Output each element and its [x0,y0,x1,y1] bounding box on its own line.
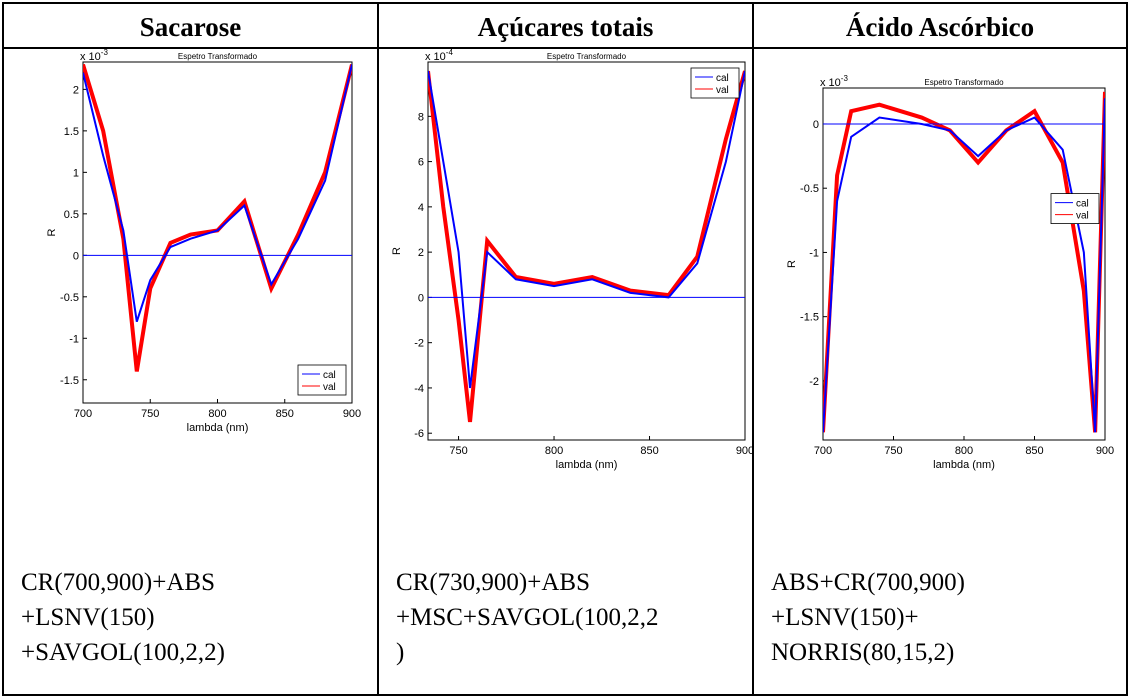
method-text: ) [396,639,404,666]
legend-label: cal [716,73,729,84]
y-tick-label: 4 [418,202,424,214]
y-tick-label: 0 [813,119,819,131]
x-tick-label: 750 [884,445,902,457]
plot-area [427,61,746,441]
exponent: x 10-3 [80,48,108,63]
x-tick-label: 800 [208,408,226,420]
y-tick-label: 1.5 [64,126,79,138]
y-tick-label: 8 [418,111,424,123]
plot-area [822,87,1106,441]
y-tick-label: -1.5 [800,312,819,324]
method-text: ABS+CR(700,900) [771,569,965,596]
x-tick-label: 850 [1025,445,1043,457]
legend-label: val [716,85,729,96]
chart-title: Espetro Transformado [547,52,627,61]
y-tick-label: -2 [809,376,819,388]
x-tick-label: 800 [545,445,563,457]
chart-title: Espetro Transformado [178,52,258,61]
legend-box [1050,193,1100,225]
x-tick-label: 900 [343,408,361,420]
x-tick-label: 900 [1096,445,1114,457]
y-tick-label: -1 [69,333,79,345]
method-text: CR(700,900)+ABS [21,569,215,596]
exponent: x 10-4 [425,48,453,63]
series-group [823,91,1105,433]
y-axis-label: R [46,228,58,236]
series-group [83,63,352,372]
exponent-power: -3 [841,74,849,83]
y-tick-label: 0 [418,292,424,304]
legend-box [690,67,740,99]
exponent-base: x 10 [425,51,446,63]
x-axis-label: lambda (nm) [187,422,249,434]
column-header: Sacarose [140,12,242,42]
y-tick-label: 2 [73,84,79,96]
method-text: NORRIS(80,15,2) [771,639,954,666]
x-tick-label: 750 [449,445,467,457]
method-text: +MSC+SAVGOL(100,2,2 [396,604,659,631]
y-tick-label: 0.5 [64,209,79,221]
method-text: +LSNV(150)+ [771,604,919,631]
chart: Espetro Transformado x 10-3 lambda (nm) R 70… [786,74,1114,471]
method-text: +SAVGOL(100,2,2) [21,639,225,666]
exponent-power: -4 [446,48,454,57]
y-tick-label: 0 [73,250,79,262]
series-group [428,70,745,423]
y-tick-label: -0.5 [60,292,79,304]
spectrum-line [823,91,1105,433]
x-axis-label: lambda (nm) [933,459,995,471]
y-tick-label: -2 [414,338,424,350]
spectrum-line [823,98,1105,433]
x-tick-label: 700 [74,408,92,420]
method-text: +LSNV(150) [21,604,155,631]
x-tick-label: 700 [814,445,832,457]
y-tick-label: -1.5 [60,375,79,387]
spectrum-line [83,63,352,372]
x-tick-label: 850 [640,445,658,457]
legend-label: val [1076,211,1089,222]
y-tick-label: -6 [414,428,424,440]
x-tick-label: 900 [736,445,754,457]
chart-title: Espetro Transformado [924,78,1004,87]
y-tick-label: 1 [73,167,79,179]
spectrum-line [428,70,745,423]
plot-area [82,61,353,404]
method-text: CR(730,900)+ABS [396,569,590,596]
exponent: x 10-3 [820,74,848,89]
y-tick-label: 2 [418,247,424,259]
x-tick-label: 800 [955,445,973,457]
y-tick-label: 6 [418,157,424,169]
y-tick-label: -0.5 [800,183,819,195]
x-tick-label: 850 [276,408,294,420]
exponent-base: x 10 [820,77,841,89]
exponent-power: -3 [101,48,109,57]
y-axis-label: R [786,260,798,268]
spectrum-line [428,70,745,389]
legend-label: cal [1076,199,1089,210]
y-axis-label: R [391,247,403,255]
x-axis-label: lambda (nm) [556,459,618,471]
y-tick-label: -1 [809,247,819,259]
chart: Espetro Transformado x 10-3 lambda (nm) R 70… [46,48,361,434]
column-header: Ácido Ascórbico [846,12,1034,42]
exponent-base: x 10 [80,51,101,63]
column-header: Açúcares totais [478,12,654,42]
y-tick-label: -4 [414,383,424,395]
x-tick-label: 750 [141,408,159,420]
legend-box [297,364,347,396]
legend-label: val [323,382,336,393]
legend-label: cal [323,370,336,381]
spectrum-line [83,64,352,322]
